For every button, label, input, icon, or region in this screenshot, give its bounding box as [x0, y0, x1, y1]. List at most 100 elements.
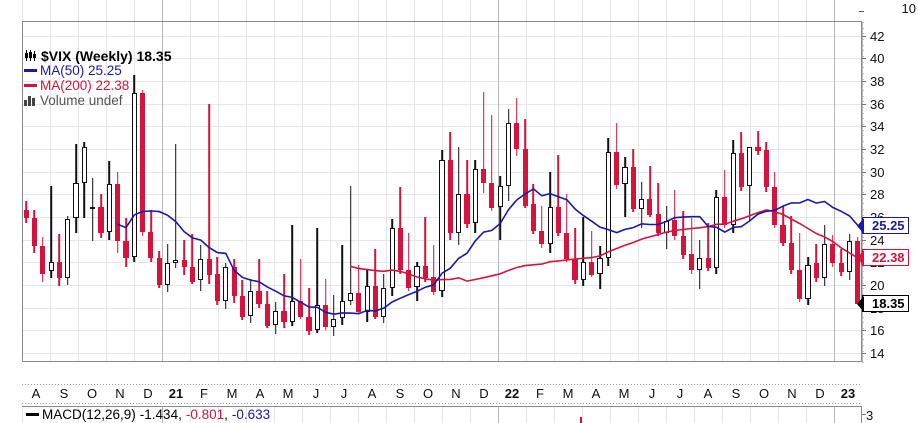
- last-price-callout-text: 18.35: [872, 296, 905, 312]
- bar-chart-icon: [24, 95, 37, 106]
- candlestick-wick: [432, 245, 435, 296]
- candlestick: [164, 22, 171, 362]
- price-axis-minor-tick: [862, 362, 864, 363]
- price-axis-tick-dash: [862, 126, 866, 128]
- price-axis-minor-tick: [862, 107, 864, 108]
- candlestick-wick: [91, 178, 94, 241]
- candlestick-body: [763, 150, 769, 188]
- gridline-vertical: [330, 407, 331, 423]
- candlestick-wick: [707, 222, 709, 272]
- price-axis-minor-tick: [862, 141, 864, 142]
- legend-row-ma200[interactable]: MA(200) 22.38: [24, 78, 171, 93]
- macd-legend[interactable]: MACD(12,26,9) -1.434 , -0.801 , -0.633: [26, 407, 270, 422]
- gridline-vertical: [722, 407, 723, 423]
- legend-row-symbol[interactable]: $VIX (Weekly) 18.35: [24, 48, 171, 64]
- date-axis-tick-label: A: [591, 386, 601, 401]
- candlestick: [680, 22, 686, 362]
- candlestick-wick: [557, 154, 560, 237]
- candlestick-wick: [840, 248, 842, 276]
- candlestick-wick: [349, 186, 352, 306]
- price-axis-tick-label: 24: [870, 232, 885, 248]
- date-axis-tick-label: J: [676, 386, 684, 401]
- candlestick: [231, 22, 237, 362]
- candlestick: [339, 22, 345, 362]
- callout-notch: [857, 217, 864, 234]
- candlestick-body: [555, 206, 561, 233]
- candlestick-body: [189, 266, 196, 282]
- price-plot-area[interactable]: [22, 22, 862, 362]
- gridline-vertical: [162, 0, 163, 22]
- gridline-vertical: [750, 407, 751, 423]
- candlestick-body: [772, 187, 778, 225]
- gridline-vertical: [442, 0, 443, 22]
- candlestick-body: [846, 240, 853, 273]
- legend-row-volume[interactable]: Volume undef: [24, 93, 171, 108]
- date-axis-tick-label: N: [115, 386, 125, 401]
- macd-value: -1.434: [139, 407, 179, 422]
- candlestick-wick: [657, 182, 660, 237]
- gridline-vertical: [302, 407, 303, 423]
- price-axis-minor-tick: [862, 101, 864, 103]
- candlestick: [115, 22, 121, 362]
- candlestick: [555, 22, 561, 362]
- candlestick: [65, 22, 71, 362]
- candlestick-body: [364, 286, 370, 313]
- callout-notch: [857, 250, 864, 267]
- price-axis-minor-tick: [862, 169, 864, 171]
- price-axis-minor-tick: [862, 322, 864, 324]
- gridline-vertical: [778, 0, 779, 22]
- gridline-vertical: [190, 22, 191, 362]
- gridline-vertical: [694, 22, 695, 362]
- candlestick: [281, 22, 287, 362]
- candlestick: [589, 22, 595, 362]
- price-axis-minor-tick: [862, 339, 864, 341]
- upper-panel-axis-label: 10: [901, 1, 916, 16]
- gridline-vertical: [638, 0, 639, 22]
- gridline-vertical: [638, 22, 639, 362]
- candlestick: [273, 22, 279, 362]
- candlestick: [805, 22, 811, 362]
- gridline-vertical: [78, 407, 79, 423]
- candlestick: [372, 22, 379, 362]
- candlestick-body: [123, 240, 129, 258]
- price-axis-minor-tick: [862, 135, 864, 137]
- legend-ma50-label: MA(50) 25.25: [40, 63, 122, 78]
- candlestick: [821, 22, 828, 362]
- candlestick: [206, 22, 212, 362]
- date-axis-tick-label: J: [648, 386, 656, 401]
- candlestick-body: [148, 231, 154, 258]
- gridline-vertical: [162, 407, 163, 423]
- candlestick-body: [547, 206, 553, 245]
- candlestick: [489, 22, 495, 362]
- macd-axis-tick: [862, 414, 866, 415]
- candlestick: [56, 22, 62, 362]
- price-axis-tick-label: 20: [870, 277, 885, 293]
- candlestick-wick: [649, 165, 651, 217]
- gridline-vertical: [386, 22, 387, 362]
- candlestick-body: [90, 206, 96, 209]
- price-axis-minor-tick: [862, 180, 864, 182]
- candlestick-body: [738, 153, 744, 188]
- candlestick-body: [214, 273, 221, 301]
- candlestick-body: [747, 146, 753, 187]
- legend-row-ma50[interactable]: MA(50) 25.25: [24, 63, 171, 78]
- candlestick: [639, 22, 645, 362]
- candlestick-wick: [482, 92, 485, 194]
- candlestick: [738, 22, 744, 362]
- price-axis-minor-tick: [862, 118, 864, 120]
- candlestick: [90, 22, 96, 362]
- macd-sep-2: ,: [224, 407, 228, 422]
- candlestick-wick: [757, 130, 759, 155]
- upper-panel-axis-tick: [859, 11, 864, 12]
- date-axis-tick-label: 23: [840, 386, 856, 401]
- candlestick-body: [65, 219, 71, 279]
- candlestick-wick: [541, 205, 543, 248]
- price-axis-minor-tick: [862, 22, 864, 23]
- candlestick: [481, 22, 487, 362]
- candlestick: [780, 22, 786, 362]
- price-axis-minor-tick: [862, 345, 864, 346]
- price-axis-minor-tick: [862, 350, 864, 352]
- gridline-vertical: [610, 407, 611, 423]
- gridline-vertical: [750, 0, 751, 22]
- gridline-vertical: [414, 22, 415, 362]
